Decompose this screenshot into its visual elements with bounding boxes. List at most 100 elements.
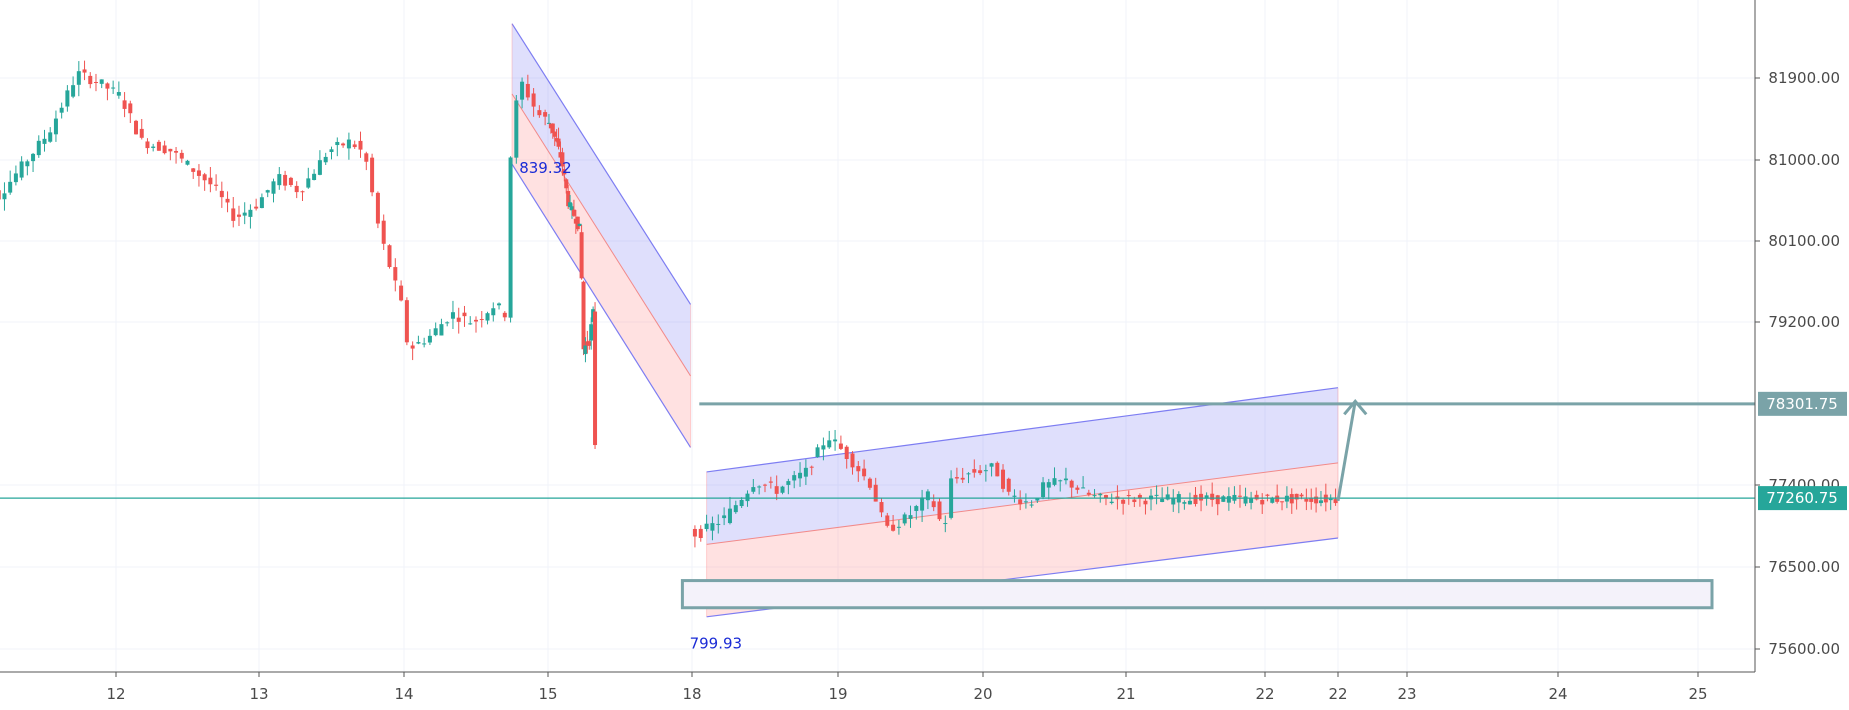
candle-body: [873, 484, 878, 502]
candle-body: [920, 497, 925, 511]
candle-body: [242, 212, 247, 216]
descending-channel-lower-line: [511, 163, 692, 448]
candle-body: [225, 198, 230, 203]
x-tick-label: 20: [973, 685, 992, 703]
candle-body: [468, 323, 473, 325]
candle-body: [393, 267, 398, 281]
candle-body: [1154, 494, 1159, 496]
x-tick-label: 19: [828, 685, 847, 703]
ascending-channel-upper-line: [706, 387, 1339, 473]
candle-body: [341, 143, 346, 146]
candle-body: [902, 514, 907, 524]
candle-body: [0, 190, 1, 200]
candle-body: [798, 472, 803, 479]
candle-body: [1249, 498, 1254, 503]
candle-body: [404, 300, 409, 343]
candle-body: [710, 523, 715, 531]
x-tick-label: 13: [249, 685, 268, 703]
candle-body: [552, 131, 557, 137]
candle-body: [577, 223, 582, 227]
x-tick-label: 21: [1116, 685, 1135, 703]
candle-body: [145, 141, 150, 149]
candle-body: [891, 524, 896, 531]
candle-body: [722, 515, 727, 519]
candle-body: [19, 161, 24, 178]
candle-body: [1199, 493, 1204, 501]
candle-body: [288, 177, 293, 186]
candle-body: [13, 173, 18, 183]
candle-body: [937, 501, 942, 520]
x-tick-label: 14: [394, 685, 413, 703]
candle-body: [1254, 494, 1259, 500]
candle-body: [809, 466, 814, 468]
candle-body: [1165, 494, 1170, 500]
candle-body: [111, 87, 116, 89]
candle-body: [1204, 495, 1209, 499]
candle-body: [1304, 498, 1309, 502]
y-tick-label: 79200.00: [1768, 313, 1840, 331]
candle-body: [497, 303, 502, 306]
candle-body: [546, 122, 551, 124]
candle-body: [1012, 495, 1017, 497]
candle-body: [1226, 496, 1231, 503]
candle-body: [1132, 499, 1137, 503]
candle-body: [581, 281, 586, 350]
candle-body: [838, 443, 843, 449]
candle-body: [908, 515, 913, 519]
target-price-tag-text: 78301.75: [1766, 395, 1838, 413]
candle-body: [763, 484, 767, 486]
x-tick-label: 24: [1548, 685, 1567, 703]
candle-body: [1309, 497, 1314, 502]
candle-body: [745, 493, 750, 502]
candle-body: [82, 69, 87, 73]
candle-body: [571, 209, 576, 216]
candle-body: [387, 245, 392, 268]
candle-body: [1294, 493, 1299, 500]
candle-body: [352, 144, 357, 148]
candle-body: [1270, 498, 1275, 503]
candle-body: [410, 345, 415, 349]
candle-body: [323, 156, 328, 163]
candle-body: [827, 440, 832, 448]
support-zone: [680, 579, 1714, 610]
current-price-tag-bg: [1758, 486, 1847, 511]
x-tick-label: 22: [1255, 685, 1274, 703]
candle-body: [416, 342, 421, 344]
candle-body: [862, 468, 867, 477]
candle-body: [751, 487, 756, 492]
candle-body: [283, 174, 288, 186]
descending-channel-lower-fill: [512, 93, 691, 448]
candle-body: [531, 93, 536, 107]
candle-body: [1171, 498, 1176, 505]
candle-body: [445, 322, 450, 324]
candle-body: [88, 75, 93, 85]
candle-body: [294, 185, 299, 193]
candle-body: [925, 491, 930, 501]
candle-body: [698, 528, 703, 539]
candle-body: [983, 470, 988, 472]
candle-body: [543, 112, 548, 117]
candle-body: [786, 481, 791, 485]
candle-body: [1041, 482, 1046, 498]
candle-body: [1265, 494, 1270, 496]
candle-body: [31, 153, 36, 162]
x-tick-label: 23: [1397, 685, 1416, 703]
candle-body: [1126, 495, 1131, 497]
tag-layer: 78301.75 77260.75: [1758, 391, 1847, 511]
candle-body: [105, 83, 110, 89]
candle-body: [1063, 478, 1068, 481]
candle-body: [1023, 501, 1028, 503]
candle-body: [1187, 500, 1192, 505]
candle-body: [803, 467, 808, 477]
candle-body: [508, 157, 513, 318]
candle-body: [248, 209, 253, 217]
candle-body: [879, 502, 884, 513]
y-tick-label: 76500.00: [1768, 558, 1840, 576]
candle-body: [1149, 495, 1154, 500]
candle-body: [1318, 500, 1323, 504]
descending-channel-upper-fill: [512, 23, 691, 376]
candle-body: [196, 170, 201, 176]
candle-body: [579, 232, 584, 279]
x-tick-label: 15: [538, 685, 557, 703]
